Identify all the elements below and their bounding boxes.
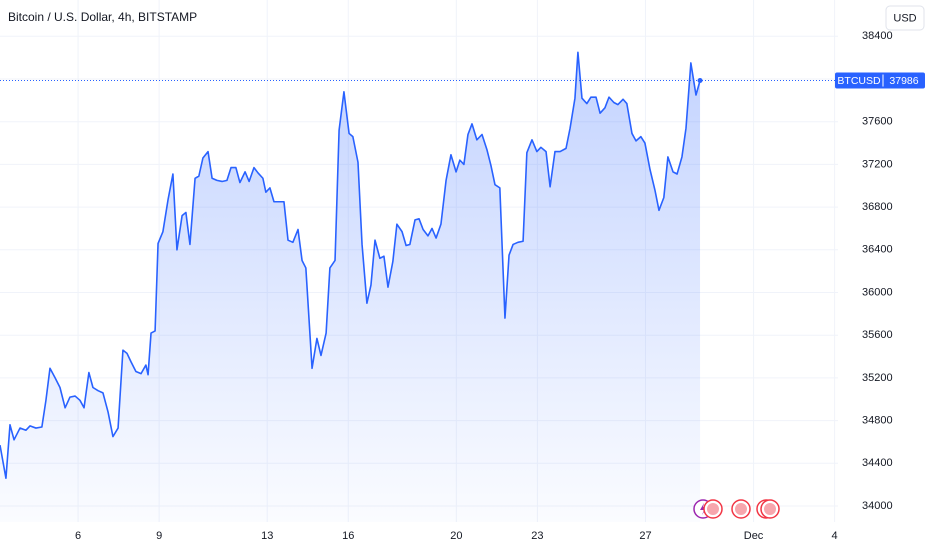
event-icon-flag: [707, 503, 719, 515]
price-axis-bg: [838, 0, 932, 550]
y-tick-label: 37600: [862, 116, 893, 128]
currency-label[interactable]: USD: [893, 12, 916, 24]
last-point: [697, 77, 703, 83]
last-price-label: 37986: [889, 75, 918, 87]
x-tick-label: 20: [450, 530, 462, 542]
y-tick-label: 37200: [862, 158, 893, 170]
y-tick-label: 35200: [862, 372, 893, 384]
axes: 34000 34400 34800 35200 35600 36000 36400 36800…: [75, 30, 925, 542]
y-tick-label: 36800: [862, 201, 893, 213]
x-tick-label: 27: [639, 530, 651, 542]
event-icon-flag: [735, 503, 747, 515]
chart-title: Bitcoin / U.S. Dollar, 4h, BITSTAMP: [8, 10, 197, 24]
symbol-label: BTCUSD: [837, 75, 881, 87]
y-tick-label: 35600: [862, 329, 893, 341]
event-icons: [693, 499, 780, 519]
event-icon-flag: [764, 503, 776, 515]
x-tick-label: 9: [156, 530, 162, 542]
x-tick-label: Dec: [744, 530, 764, 542]
y-tick-label: 36400: [862, 244, 893, 256]
x-tick-label: 16: [342, 530, 354, 542]
x-tick-label: 4: [832, 530, 838, 542]
y-tick-label: 34000: [862, 500, 893, 512]
price-line: [0, 51, 701, 480]
y-tick-label: 34800: [862, 414, 893, 426]
y-tick-label: 36000: [862, 286, 893, 298]
currency-button[interactable]: [885, 5, 925, 31]
y-tick-label: 34400: [862, 457, 893, 469]
y-tick-label: 38400: [862, 30, 893, 42]
x-tick-label: 6: [75, 530, 81, 542]
x-tick-label: 13: [261, 530, 273, 542]
price-tag: [835, 72, 925, 89]
plot: [0, 51, 838, 523]
area-fill: [0, 52, 701, 523]
x-tick-label: 23: [531, 530, 543, 542]
